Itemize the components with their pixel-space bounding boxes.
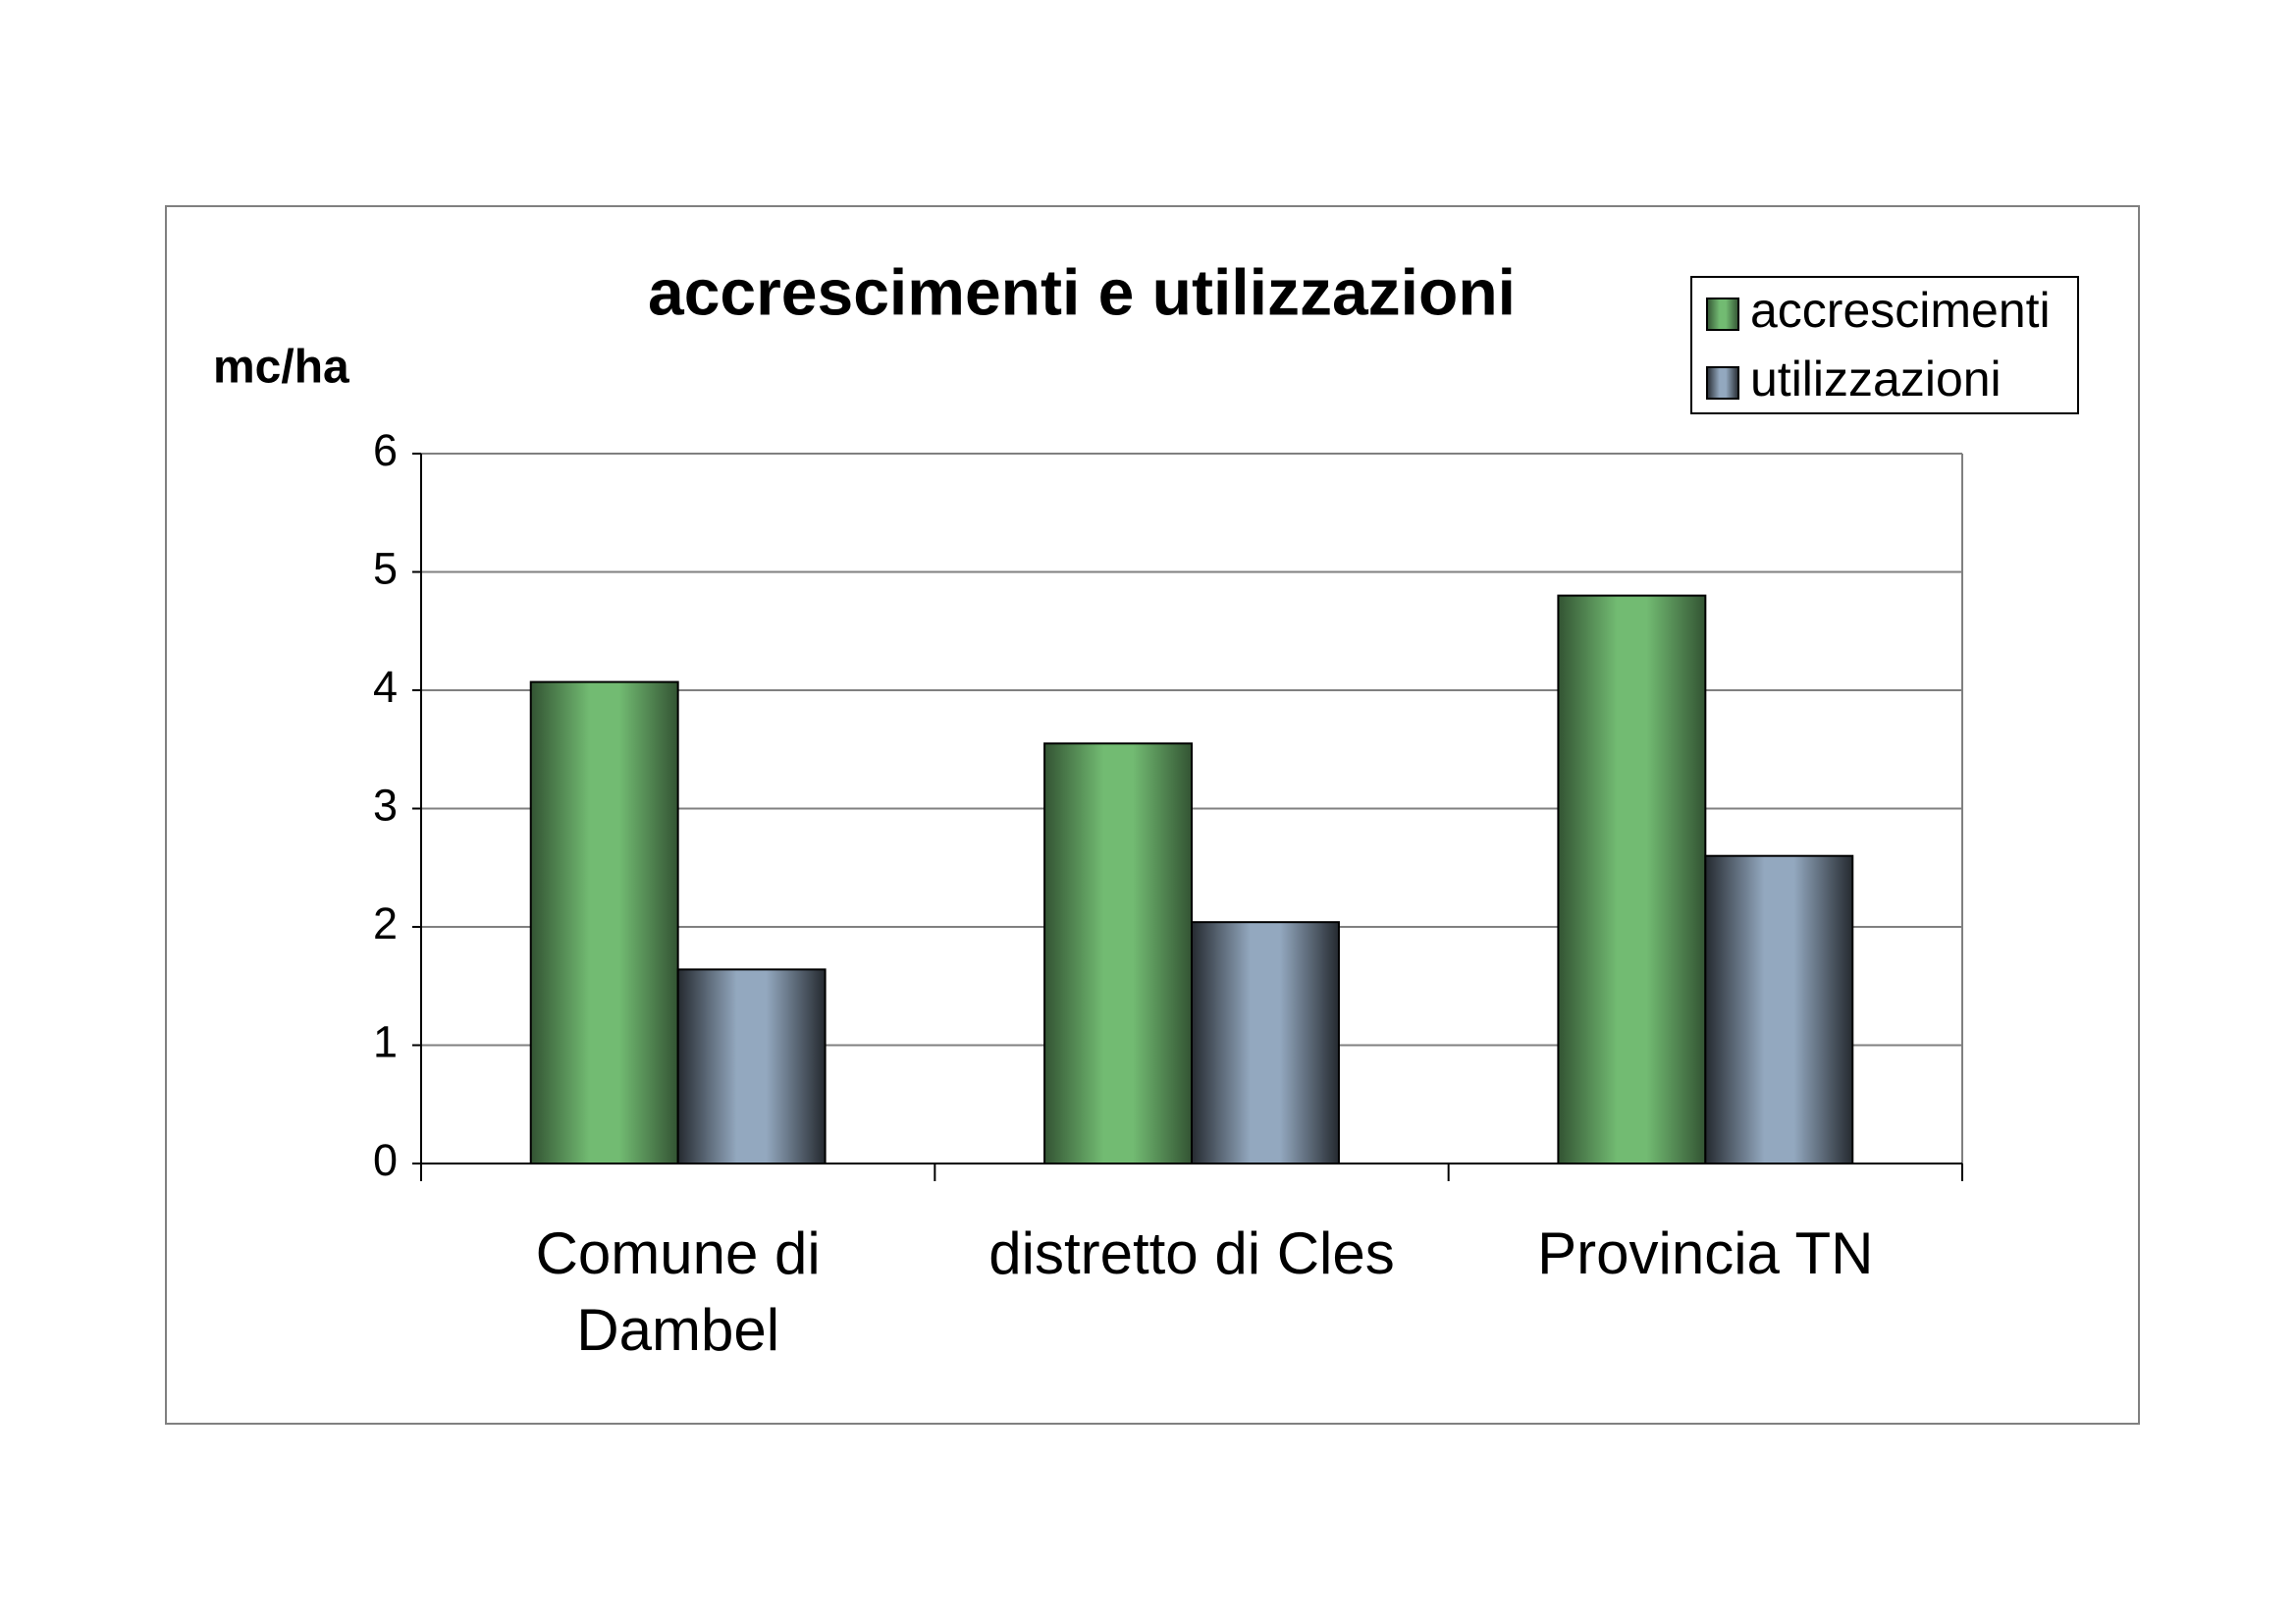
- y-tick-label: 5: [373, 543, 398, 593]
- legend-label: utilizzazioni: [1750, 352, 2002, 406]
- legend-swatch: [1706, 298, 1739, 331]
- legend: accrescimenti utilizzazioni: [1690, 276, 2079, 414]
- chart-title: accrescimenti e utilizzazioni: [648, 255, 1516, 328]
- legend-swatch: [1706, 366, 1739, 400]
- bar: [1557, 594, 1707, 1164]
- y-tick-label: 1: [373, 1016, 398, 1066]
- x-tick-label: Comune di Dambel: [535, 1220, 821, 1363]
- bar: [676, 968, 827, 1164]
- bar: [1704, 854, 1854, 1164]
- legend-label: accrescimenti: [1750, 283, 2051, 338]
- bar: [1043, 742, 1193, 1164]
- y-tick-label: 4: [373, 662, 398, 712]
- y-tick-label: 2: [373, 898, 398, 948]
- x-tick-label: Provincia TN: [1537, 1220, 1874, 1286]
- bar: [529, 680, 679, 1164]
- x-tick-label: distretto di Cles: [988, 1220, 1395, 1286]
- y-tick-label: 6: [373, 425, 398, 475]
- y-axis-label: mc/ha: [213, 342, 349, 394]
- legend-box: [1690, 276, 2079, 414]
- bar: [1191, 921, 1340, 1164]
- y-tick-label: 3: [373, 780, 398, 830]
- y-tick-label: 0: [373, 1135, 398, 1185]
